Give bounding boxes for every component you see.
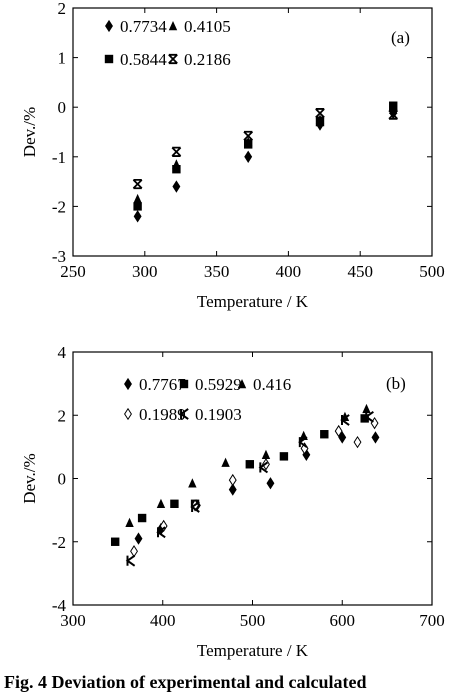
y-tick-label: -2 [52, 197, 66, 216]
x-tick-label: 400 [276, 262, 302, 281]
y-axis-label: Dev./% [20, 107, 39, 157]
x-axis-label: Temperature / K [197, 641, 309, 660]
data-point-square [389, 101, 398, 110]
x-tick-label: 300 [60, 611, 86, 630]
data-point-triangle [261, 449, 271, 459]
legend-marker-diamond [124, 377, 132, 391]
legend-label: 0.1989 [139, 405, 186, 424]
y-tick-label: -3 [52, 247, 66, 266]
panel-label: (a) [391, 28, 410, 47]
data-point-diamond [266, 477, 275, 490]
data-point-diamond [133, 210, 142, 223]
y-tick-label: 2 [58, 0, 67, 18]
legend-marker-triangle [168, 20, 178, 31]
data-point-k [298, 436, 308, 448]
y-tick-label: 1 [58, 49, 67, 68]
legend-label: 0.7734 [120, 17, 167, 36]
y-tick-label: 0 [58, 470, 67, 489]
data-point-square [110, 537, 120, 546]
y-tick-label: 4 [58, 343, 67, 362]
y-tick-label: -4 [52, 596, 67, 615]
data-point-diamond [172, 180, 181, 193]
legend-marker-square [179, 379, 189, 389]
x-tick-label: 700 [419, 611, 445, 630]
data-point-open-diamond [334, 424, 343, 438]
legend-marker-square [104, 54, 114, 64]
y-tick-label: 0 [58, 98, 67, 117]
panel-label: (b) [386, 374, 406, 393]
data-point-triangle [188, 478, 197, 488]
data-point-square [315, 117, 325, 127]
data-point-triangle [221, 457, 230, 467]
data-point-k [156, 526, 166, 539]
y-tick-label: -2 [52, 533, 66, 552]
data-point-square [360, 414, 369, 423]
legend-label: 0.2186 [184, 50, 231, 69]
x-tick-label: 350 [204, 262, 230, 281]
x-tick-label: 250 [60, 262, 86, 281]
legend-label: 0.416 [253, 375, 291, 394]
data-point-triangle [125, 517, 134, 527]
data-point-triangle [362, 403, 371, 414]
data-point-diamond [134, 532, 143, 545]
plot-frame [72, 7, 433, 257]
y-tick-label: 2 [58, 406, 67, 425]
legend-marker-k [179, 408, 189, 420]
data-point-triangle [133, 193, 142, 204]
data-point-square [245, 460, 255, 469]
data-point-cross [171, 146, 182, 157]
data-point-square [243, 140, 253, 149]
data-point-square [172, 165, 181, 174]
data-point-k [125, 554, 136, 567]
data-point-open-diamond [370, 416, 379, 430]
data-point-diamond [371, 431, 380, 444]
data-point-k [190, 501, 200, 513]
legend-label: 0.4105 [184, 17, 231, 36]
x-tick-label: 300 [132, 262, 158, 281]
legend-marker-triangle [237, 378, 247, 389]
x-tick-label: 400 [150, 611, 176, 630]
legend-label: 0.5929 [195, 375, 242, 394]
figure-caption: Fig. 4 Deviation of experimental and cal… [4, 672, 367, 692]
data-point-cross [315, 108, 325, 119]
data-point-triangle [156, 498, 166, 508]
panel-a: 250 300 350 400 450 500 -3 -2 -1 0 1 2 Temperature /… [20, 0, 445, 311]
data-point-k [364, 410, 374, 423]
data-point-square [170, 499, 179, 508]
data-point-diamond [244, 150, 253, 163]
x-axis-label: Temperature / K [197, 292, 309, 311]
data-point-cross [388, 109, 399, 120]
y-tick-label: -1 [52, 148, 66, 167]
data-point-cross [243, 130, 254, 142]
x-tick-label: 500 [419, 262, 445, 281]
x-tick-label: 600 [330, 611, 356, 630]
legend-marker-diamond [105, 19, 113, 33]
data-point-diamond [228, 483, 237, 496]
data-point-square [137, 513, 147, 523]
data-point-square [279, 452, 289, 461]
data-point-cross [132, 178, 143, 190]
data-point-k [258, 461, 269, 474]
data-point-open-diamond [228, 473, 237, 487]
data-point-square [320, 430, 329, 439]
legend-label: 0.7767 [139, 375, 186, 394]
legend-label: 0.1903 [195, 405, 242, 424]
data-point-open-diamond [353, 435, 362, 449]
data-point-k [340, 414, 350, 426]
panel-b: 300 400 500 600 700 -4 -2 0 2 4 Temperature / K Dev… [20, 343, 445, 660]
legend-marker-cross [168, 53, 178, 65]
y-axis-label: Dev./% [20, 453, 39, 503]
x-tick-label: 500 [240, 611, 266, 630]
data-point-diamond [338, 431, 347, 444]
legend-label: 0.5844 [120, 50, 167, 69]
x-tick-label: 450 [347, 262, 373, 281]
data-point-square [133, 202, 142, 211]
legend-marker-open-diamond [124, 407, 132, 421]
